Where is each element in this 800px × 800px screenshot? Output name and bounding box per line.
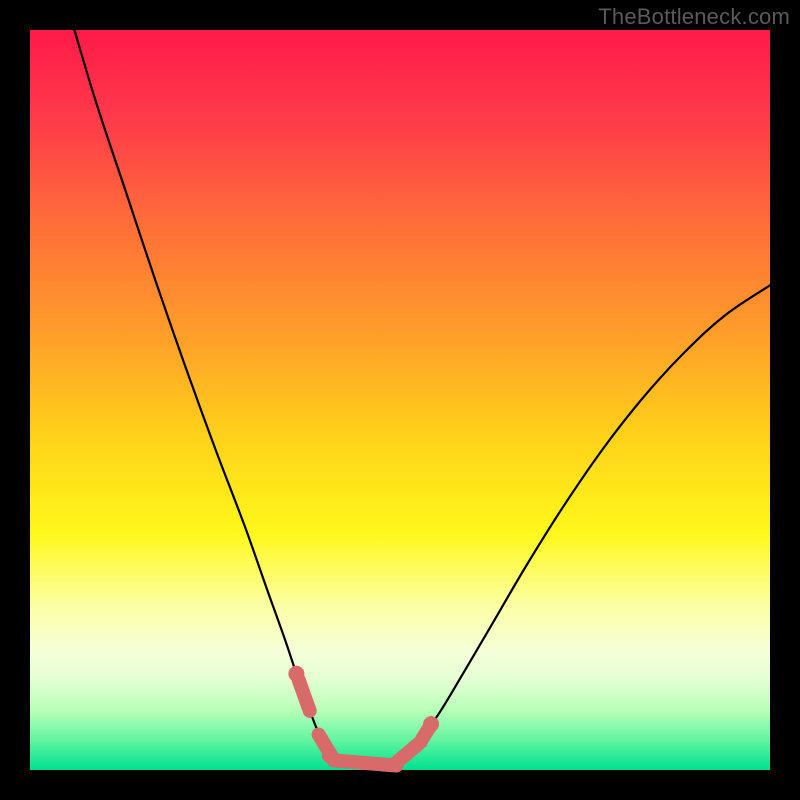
highlight-dot [423,716,439,732]
highlight-dot [322,747,338,763]
chart-stage: TheBottleneck.com [0,0,800,800]
bottleneck-chart [0,0,800,800]
watermark-text: TheBottleneck.com [598,4,790,30]
highlight-segment [333,760,396,765]
highlight-dot [288,666,304,682]
gradient-background [30,30,770,770]
